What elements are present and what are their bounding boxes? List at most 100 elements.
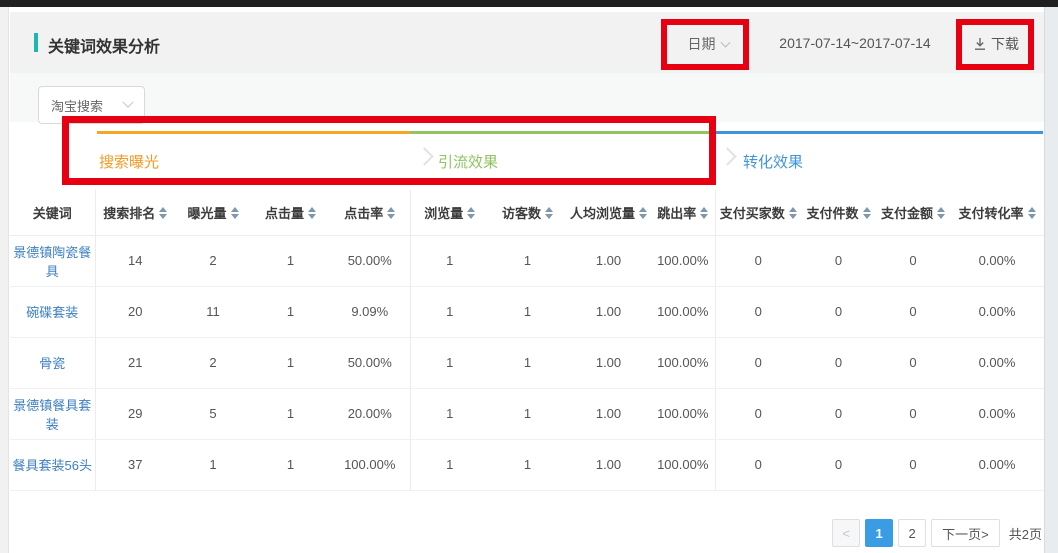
metric-cell: 0 (801, 439, 876, 491)
metric-cell: 1 (251, 286, 330, 338)
sort-icon (545, 207, 553, 220)
metric-cell: 0.00% (950, 337, 1044, 389)
metric-cell: 0.00% (950, 286, 1044, 338)
column-header-avg-pageviews[interactable]: 人均浏览量 (566, 190, 651, 236)
metric-cell: 0 (714, 286, 801, 338)
tab-label: 转化效果 (743, 154, 804, 171)
next-page-button[interactable]: 下一页> (931, 519, 1000, 547)
column-header-search-rank[interactable]: 搜索排名 (94, 190, 175, 236)
tab-conversion-effect[interactable]: 转化效果 (713, 131, 1043, 185)
date-dropdown[interactable]: 日期 (668, 34, 748, 52)
column-header-ctr[interactable]: 点击率 (330, 190, 410, 236)
metric-cell: 0 (801, 388, 876, 440)
table-row: 骨瓷 21 2 1 50.00% 1 1 1.00 100.00% 0 0 0 0.00% (10, 337, 1044, 389)
keyword-link[interactable]: 碗碟套装 (26, 305, 79, 320)
chevron-right-icon (718, 147, 737, 166)
metric-cell: 0 (876, 337, 950, 389)
metric-cell: 5 (175, 388, 251, 440)
metric-cell: 1 (409, 286, 489, 338)
column-header-pageviews[interactable]: 浏览量 (409, 190, 489, 236)
column-header-keyword: 关键词 (10, 190, 95, 236)
right-margin-strip (1044, 7, 1058, 553)
total-pages-label: 共2页 (1008, 526, 1042, 542)
table-row: 餐具套装56头 37 1 1 100.00% 1 1 1.00 100.00% 0 0 0 0.00% (10, 439, 1044, 491)
keyword-link[interactable]: 景德镇陶瓷餐具 (13, 244, 92, 279)
keyword-cell: 骨瓷 (10, 337, 95, 389)
metric-cell: 1 (489, 286, 566, 338)
sort-icon (1027, 207, 1036, 220)
keyword-cell: 景德镇餐具套装 (10, 388, 95, 440)
table-header-row: 关键词 搜索排名 曝光量 点击量 点击率 浏览量 访客数 人均浏览量 跳出率 支… (10, 190, 1044, 236)
tab-traffic-effect[interactable]: 引流效果 (410, 131, 713, 185)
metric-cell: 1.00 (566, 337, 651, 389)
metric-cell: 0 (876, 286, 950, 338)
metric-cell: 0 (876, 388, 950, 440)
table-row: 景德镇餐具套装 29 5 1 20.00% 1 1 1.00 100.00% 0 0 0 0.00% (10, 388, 1044, 440)
page-button-2[interactable]: 2 (898, 519, 927, 547)
metric-cell: 1.00 (566, 439, 651, 491)
metric-group-tabs: 搜索曝光 引流效果 转化效果 (97, 131, 1043, 185)
date-range-value: 2017-07-14~2017-07-14 (779, 35, 931, 51)
metric-cell: 0 (714, 337, 801, 389)
sort-icon (639, 207, 647, 220)
date-dropdown-label: 日期 (687, 36, 716, 52)
metric-cell: 0 (714, 388, 801, 440)
metric-cell: 20.00% (330, 388, 410, 440)
table-row: 碗碟套装 20 11 1 9.09% 1 1 1.00 100.00% 0 0 0 0.00% (10, 286, 1044, 338)
tab-label: 搜索曝光 (99, 154, 160, 171)
metric-cell: 100.00% (651, 286, 715, 338)
channel-select-value: 淘宝搜索 (51, 98, 104, 114)
column-header-impressions[interactable]: 曝光量 (175, 190, 251, 236)
metric-cell: 1.00 (566, 388, 651, 440)
sort-icon (308, 207, 316, 220)
metric-cell: 1 (251, 388, 330, 440)
keyword-cell: 碗碟套装 (10, 286, 95, 338)
metric-cell: 21 (94, 337, 175, 389)
column-header-visitors[interactable]: 访客数 (489, 190, 566, 236)
column-header-paid-conversion[interactable]: 支付转化率 (950, 190, 1044, 236)
keyword-link[interactable]: 景德镇餐具套装 (13, 397, 92, 432)
filter-toolbar-band (10, 73, 1044, 122)
metric-cell: 1 (251, 337, 330, 389)
left-margin-strip (0, 7, 9, 553)
metric-cell: 100.00% (651, 235, 715, 287)
keyword-link[interactable]: 骨瓷 (39, 356, 66, 371)
column-header-paid-buyers[interactable]: 支付买家数 (714, 190, 801, 236)
keyword-link[interactable]: 餐具套装56头 (12, 458, 92, 473)
metric-cell: 0 (876, 235, 950, 287)
page-button-1[interactable]: 1 (865, 519, 894, 547)
metric-cell: 1 (409, 439, 489, 491)
metric-cell: 9.09% (330, 286, 410, 338)
keyword-cell: 景德镇陶瓷餐具 (10, 235, 95, 287)
metric-cell: 1 (251, 235, 330, 287)
download-button[interactable]: 下载 (973, 34, 1019, 54)
metric-cell: 2 (175, 235, 251, 287)
pagination: < 1 2 下一页> 共2页 (832, 519, 1042, 547)
metric-cell: 0.00% (950, 235, 1044, 287)
column-header-clicks[interactable]: 点击量 (251, 190, 330, 236)
metric-cell: 1 (409, 388, 489, 440)
column-header-bounce-rate[interactable]: 跳出率 (651, 190, 715, 236)
metric-cell: 11 (175, 286, 251, 338)
metric-cell: 0.00% (950, 388, 1044, 440)
metric-cell: 0 (714, 439, 801, 491)
sort-icon (788, 207, 797, 220)
keyword-metrics-table: 关键词 搜索排名 曝光量 点击量 点击率 浏览量 访客数 人均浏览量 跳出率 支… (10, 190, 1044, 491)
table-row: 景德镇陶瓷餐具 14 2 1 50.00% 1 1 1.00 100.00% 0 0 0 0.00% (10, 235, 1044, 287)
sort-icon (230, 207, 239, 220)
tab-search-impression[interactable]: 搜索曝光 (97, 131, 410, 185)
column-header-paid-amount[interactable]: 支付金额 (876, 190, 950, 236)
chevron-right-icon (415, 147, 434, 166)
sort-icon (937, 207, 945, 220)
metric-cell: 29 (94, 388, 175, 440)
metric-cell: 100.00% (651, 439, 715, 491)
metric-cell: 0 (876, 439, 950, 491)
metric-cell: 1 (251, 439, 330, 491)
metric-cell: 2 (175, 337, 251, 389)
previous-page-button[interactable]: < (832, 519, 861, 547)
metric-cell: 1 (489, 439, 566, 491)
chevron-down-icon (720, 37, 730, 48)
channel-select[interactable]: 淘宝搜索 (38, 86, 145, 124)
column-header-paid-items[interactable]: 支付件数 (801, 190, 876, 236)
